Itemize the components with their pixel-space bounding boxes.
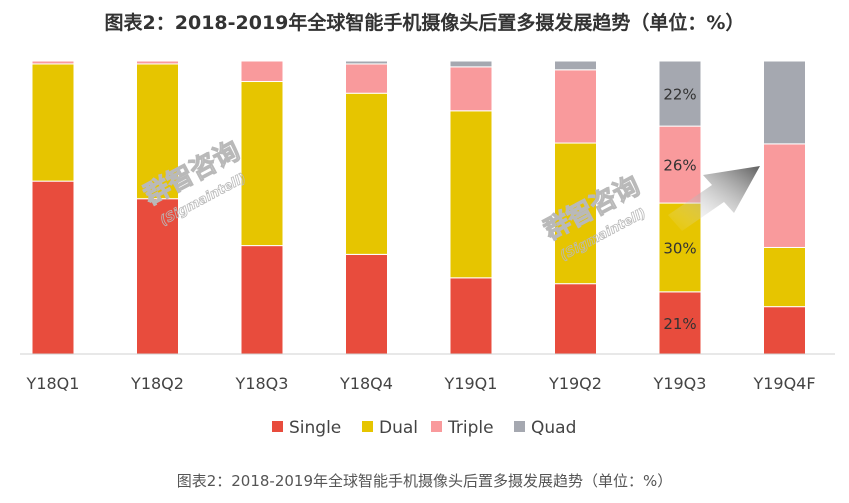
bar-dual-y18q4	[345, 92, 388, 255]
bar-quad-y19q3	[658, 60, 702, 127]
data-label-triple: 26%	[663, 157, 696, 175]
x-tick-label: Y18Q4	[339, 374, 393, 393]
legend: Single Dual Triple Quad	[272, 418, 576, 438]
legend-label-quad: Quad	[531, 418, 576, 438]
bar-quad-y19q1	[449, 60, 493, 68]
bar-triple-y18q3	[240, 60, 284, 83]
bar-single-y19q3	[658, 291, 702, 355]
bar-triple-y19q1	[449, 66, 493, 112]
x-tick-label: Y19Q4F	[752, 374, 815, 393]
x-tick-label: Y19Q1	[444, 374, 498, 393]
bar-single-y19q2	[554, 283, 597, 355]
x-tick-label: Y19Q3	[653, 374, 707, 393]
bar-quad-y19q4f	[763, 60, 806, 145]
bar-dual-y19q2	[554, 142, 597, 285]
data-label-dual: 30%	[663, 239, 696, 257]
bar-single-y18q4	[345, 253, 388, 355]
legend-swatch-quad	[514, 421, 525, 432]
trend-arrow	[668, 166, 760, 231]
bar-triple-y19q3	[658, 125, 702, 204]
bar-single-y19q4f	[763, 306, 806, 355]
x-tick-label: Y18Q1	[26, 374, 80, 393]
figure-caption: 图表2：2018-2019年全球智能手机摄像头后置多摄发展趋势（单位：%）	[176, 472, 673, 490]
x-tick-label: Y18Q3	[235, 374, 289, 393]
bar-quad-y19q2	[554, 60, 597, 71]
bar-triple-y18q2	[136, 60, 179, 65]
bar-dual-y18q3	[240, 81, 284, 247]
x-tick-label: Y19Q2	[548, 374, 602, 393]
bar-single-y18q3	[240, 245, 284, 355]
legend-label-triple: Triple	[447, 418, 494, 438]
bar-quad-y18q4	[345, 60, 388, 65]
legend-swatch-triple	[431, 421, 442, 432]
stacked-bar-chart: Y18Q1 Y18Q2 Y18Q3 Y18Q4 Y19Q1 Y19Q2 Y19Q3 Y19Q4…	[20, 60, 835, 438]
bar-single-y18q2	[136, 198, 179, 355]
bar-single-y19q1	[449, 277, 493, 355]
x-axis-tick-labels: Y18Q1 Y18Q2 Y18Q3 Y18Q4 Y19Q1 Y19Q2 Y19Q3 Y19Q4…	[26, 374, 816, 393]
bar-triple-y18q1	[31, 60, 75, 65]
legend-swatch-dual	[362, 421, 373, 432]
bar-dual-y18q1	[31, 63, 75, 182]
bar-triple-y19q4f	[763, 143, 806, 248]
bar-dual-y19q4f	[763, 246, 806, 308]
data-label-single: 21%	[663, 315, 696, 333]
bar-dual-y19q1	[449, 110, 493, 279]
data-labels: 21% 30% 26% 22%	[663, 86, 696, 333]
legend-swatch-single	[272, 421, 283, 432]
chart-title: 图表2：2018-2019年全球智能手机摄像头后置多摄发展趋势（单位：%）	[104, 12, 745, 34]
legend-label-single: Single	[289, 418, 341, 438]
legend-label-dual: Dual	[379, 418, 418, 438]
bar-triple-y19q2	[554, 69, 597, 144]
x-tick-label: Y18Q2	[130, 374, 184, 393]
bar-single-y18q1	[31, 180, 75, 355]
bar-triple-y18q4	[345, 63, 388, 94]
data-label-quad: 22%	[663, 86, 696, 104]
